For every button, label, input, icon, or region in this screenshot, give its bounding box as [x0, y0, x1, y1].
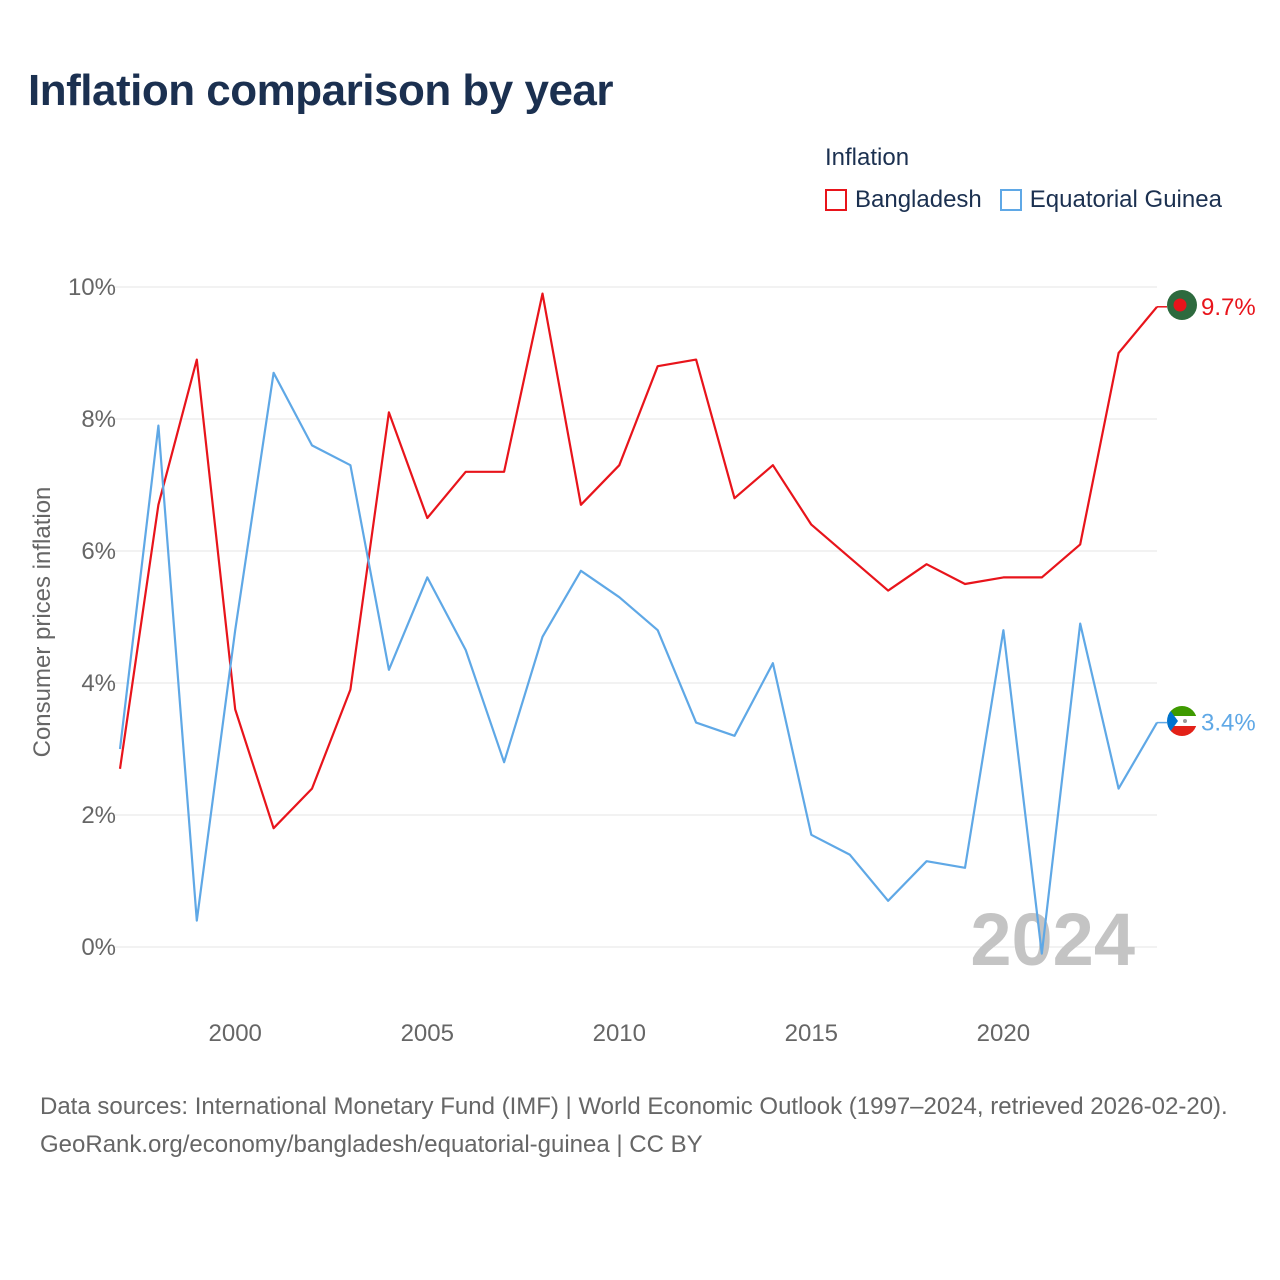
legend-swatch-bangladesh — [825, 189, 847, 211]
legend-swatch-equatorial-guinea — [999, 189, 1022, 211]
end-value-label: 3.4% — [1201, 710, 1256, 737]
grid-lines — [115, 286, 1157, 948]
x-tick-label: 2015 — [785, 1020, 838, 1047]
legend-label-bangladesh: Bangladesh — [855, 186, 982, 213]
y-axis-label: Consumer prices inflation — [29, 487, 56, 758]
x-tick-label: 2020 — [977, 1020, 1030, 1047]
y-axis-ticks: 0% 2% 4% 6% 8% 10% — [68, 274, 116, 961]
legend-label-equatorial-guinea: Equatorial Guinea — [1029, 186, 1222, 213]
chart-title: Inflation comparison by year — [28, 66, 614, 115]
series-end-markers — [1167, 290, 1197, 736]
x-tick-label: 2000 — [209, 1020, 262, 1047]
bangladesh-flag-icon — [1167, 290, 1197, 320]
x-tick-label: 2010 — [593, 1020, 646, 1047]
x-axis-ticks: 2000 2005 2010 2015 2020 — [209, 1020, 1031, 1047]
end-value-label: 9.7% — [1201, 294, 1256, 321]
data-sources: Data sources: International Monetary Fun… — [40, 1093, 1228, 1120]
credit-link[interactable]: GeoRank.org/economy/bangladesh/equatoria… — [40, 1131, 703, 1158]
series-lines — [118, 292, 1167, 955]
y-tick-label: 6% — [81, 538, 116, 565]
y-tick-label: 0% — [81, 934, 116, 961]
series-line-equatorial-guinea[interactable] — [118, 371, 1158, 955]
line-chart: 0% 2% 4% 6% 8% 10% 2000 2005 2010 2015 2020 Consu… — [29, 274, 1256, 1047]
legend-title: Inflation — [825, 144, 910, 171]
legend-item-equatorial-guinea[interactable]: Equatorial Guinea — [999, 186, 1222, 214]
series-end-labels: 9.7% 3.4% — [1201, 294, 1256, 737]
y-tick-label: 2% — [81, 802, 116, 829]
y-tick-label: 10% — [68, 274, 116, 301]
series-line-bangladesh[interactable] — [118, 292, 1158, 830]
equatorial-guinea-flag-icon — [1167, 706, 1197, 736]
year-watermark: 2024 — [970, 898, 1135, 981]
legend-item-bangladesh[interactable]: Bangladesh — [825, 186, 982, 214]
footer: Data sources: International Monetary Fun… — [40, 1088, 1250, 1164]
legend: Bangladesh Equatorial Guinea — [825, 186, 1240, 214]
x-tick-label: 2005 — [401, 1020, 454, 1047]
y-tick-label: 4% — [81, 670, 116, 697]
y-tick-label: 8% — [81, 406, 116, 433]
